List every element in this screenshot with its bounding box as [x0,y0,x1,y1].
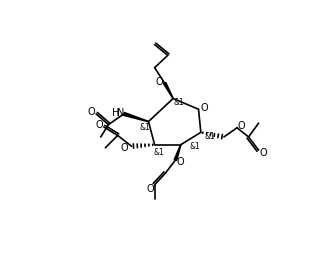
Text: &1: &1 [205,132,215,141]
Text: O: O [259,148,267,158]
Text: O: O [95,120,103,130]
Text: O: O [155,77,163,87]
Text: O: O [200,103,208,113]
Text: O: O [176,157,184,167]
Text: O: O [88,107,95,117]
Polygon shape [123,112,149,122]
Text: &1: &1 [189,143,200,152]
Text: &1: &1 [153,148,164,157]
Polygon shape [174,145,181,161]
Text: O: O [238,121,245,131]
Text: O: O [146,184,154,194]
Text: N: N [117,108,125,118]
Text: &1: &1 [174,98,185,107]
Text: &1: &1 [139,123,150,132]
Text: H: H [112,108,119,118]
Text: O: O [120,143,128,153]
Polygon shape [163,82,173,99]
